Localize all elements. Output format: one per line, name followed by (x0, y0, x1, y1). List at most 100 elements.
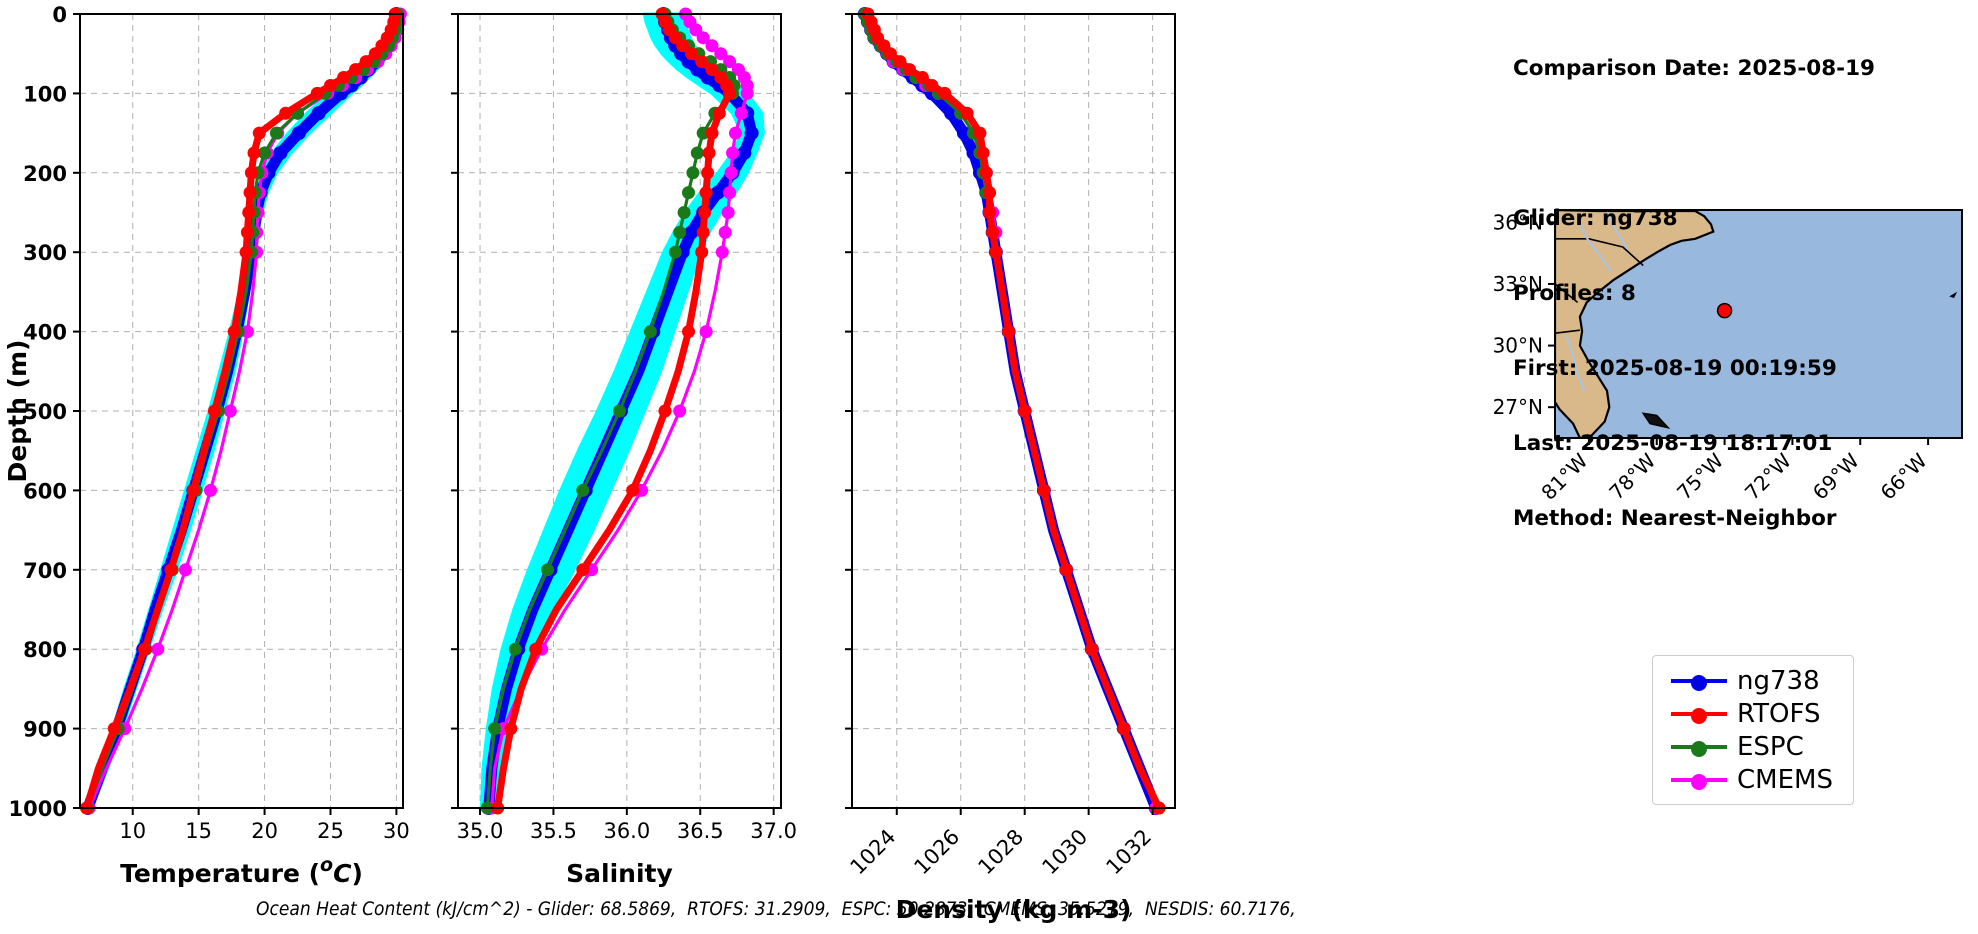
series-marker-rtofs (698, 206, 712, 219)
series-marker-rtofs (684, 47, 698, 61)
legend-item: ng738 (1659, 664, 1847, 697)
series-marker-rtofs (240, 225, 254, 239)
series-marker-rtofs (925, 78, 939, 92)
series-marker-rtofs (712, 106, 726, 120)
series-marker-rtofs (138, 642, 152, 656)
legend-label-cmems: CMEMS (1737, 764, 1833, 795)
series-marker-rtofs (1037, 483, 1051, 497)
series-marker-rtofs (723, 86, 737, 100)
series-marker-rtofs (979, 166, 993, 180)
ytick-label: 200 (23, 162, 67, 186)
legend-line-ng738 (1671, 674, 1727, 691)
legend-item: RTOFS (1659, 697, 1847, 730)
series-marker-rtofs (682, 325, 695, 339)
first-profile-time: First: 2025-08-19 00:19:59 (1513, 356, 1837, 381)
series-marker-espc (690, 146, 704, 160)
series-marker-rtofs (960, 106, 974, 120)
series-marker-cmems (723, 186, 737, 200)
series-marker-rtofs (938, 86, 952, 100)
series-marker-rtofs (915, 71, 929, 85)
series-marker-rtofs (701, 166, 715, 180)
legend-item: CMEMS (1659, 763, 1847, 796)
legend-label-espc: ESPC (1737, 731, 1804, 762)
series-marker-cmems (726, 146, 740, 160)
info-spacer (1513, 131, 1875, 156)
inset-map: 36°N33°N30°N27°N81°W 78°W 75°W 72°W 69°W 66°W (1493, 209, 1963, 505)
profiles-count: Profiles: 8 (1513, 281, 1636, 306)
series-marker-rtofs (349, 63, 363, 77)
series-marker-rtofs (989, 245, 1003, 259)
series-marker-espc (576, 483, 590, 497)
series-marker-rtofs (279, 106, 293, 120)
ytick-label: 1000 (9, 797, 67, 821)
legend-label-ng738: ng738 (1737, 665, 1820, 696)
ytick-label: 0 (52, 3, 67, 27)
series-marker-rtofs (658, 404, 672, 418)
series-marker-rtofs (903, 63, 917, 77)
map-river (1606, 211, 1629, 250)
series-marker-rtofs (243, 186, 257, 200)
series-marker-ng738 (291, 126, 306, 141)
series-marker-ng738 (684, 225, 699, 240)
xtick-label: 10 (119, 819, 146, 843)
map-river (1565, 334, 1586, 392)
xtick-label: 36.5 (677, 819, 724, 843)
xaxis-title: Density (kg m-3) (896, 895, 1132, 924)
series-marker-rtofs (1085, 642, 1099, 656)
series-marker-rtofs (227, 325, 241, 339)
series-marker-ng738 (273, 145, 288, 160)
ytick-label: 800 (23, 638, 67, 662)
series-marker-rtofs (186, 483, 200, 497)
series-marker-rtofs (695, 55, 709, 69)
series-marker-rtofs (883, 47, 897, 61)
series-marker-cmems (178, 563, 192, 577)
series-marker-rtofs (893, 55, 907, 69)
series-marker-cmems (696, 31, 710, 45)
series-marker-rtofs (244, 166, 258, 180)
series-marker-rtofs (976, 146, 990, 160)
series-marker-rtofs (504, 722, 518, 736)
plot-panel-1: 35.0 35.5 36.0 36.5 37.0 Salinity (451, 7, 797, 888)
series-marker-espc (668, 245, 682, 259)
series-marker-rtofs (973, 126, 987, 140)
series-marker-espc (613, 404, 626, 418)
series-marker-cmems (204, 483, 218, 497)
series-marker-rtofs (239, 245, 253, 259)
glider-location-marker (1716, 302, 1733, 319)
series-marker-rtofs (983, 186, 997, 200)
series-marker-rtofs (705, 126, 719, 140)
series-marker-cmems (740, 86, 754, 100)
series-marker-rtofs (529, 642, 543, 656)
series-marker-espc (673, 225, 687, 239)
xaxis-title: Salinity (566, 859, 673, 888)
series-marker-rtofs (368, 47, 382, 61)
legend-line-rtofs (1671, 707, 1727, 724)
comparison-date: Comparison Date: 2025-08-19 (1513, 56, 1876, 81)
series-marker-rtofs (1059, 563, 1073, 577)
map-frame (1554, 209, 1963, 439)
xtick-label: 36.0 (603, 819, 650, 843)
series-marker-rtofs (696, 225, 710, 239)
series-marker-rtofs (1117, 722, 1131, 736)
xtick-label: 35.0 (457, 819, 504, 843)
series-marker-cmems (718, 225, 732, 239)
legend-marker-espc (1691, 740, 1707, 757)
series-marker-rtofs (207, 404, 221, 418)
xtick-label: 37.0 (750, 819, 797, 843)
series-marker-ng738 (744, 126, 759, 141)
series-marker-rtofs (107, 722, 121, 736)
map-lat-label: 27°N (1493, 395, 1543, 419)
map-lat-label: 33°N (1493, 272, 1543, 296)
series-marker-espc (258, 146, 272, 160)
series-marker-cmems (723, 55, 737, 69)
series-marker-rtofs (1002, 325, 1016, 339)
yaxis-title: Depth (m) (3, 340, 32, 483)
ytick-label: 100 (23, 82, 67, 106)
series-marker-espc (508, 642, 522, 656)
series-marker-cmems (223, 404, 237, 418)
series-marker-rtofs (699, 186, 713, 200)
ytick-label: 600 (23, 479, 67, 503)
legend-line-cmems (1671, 773, 1727, 790)
series-marker-ng738 (311, 106, 326, 121)
map-lat-label: 30°N (1493, 334, 1543, 358)
